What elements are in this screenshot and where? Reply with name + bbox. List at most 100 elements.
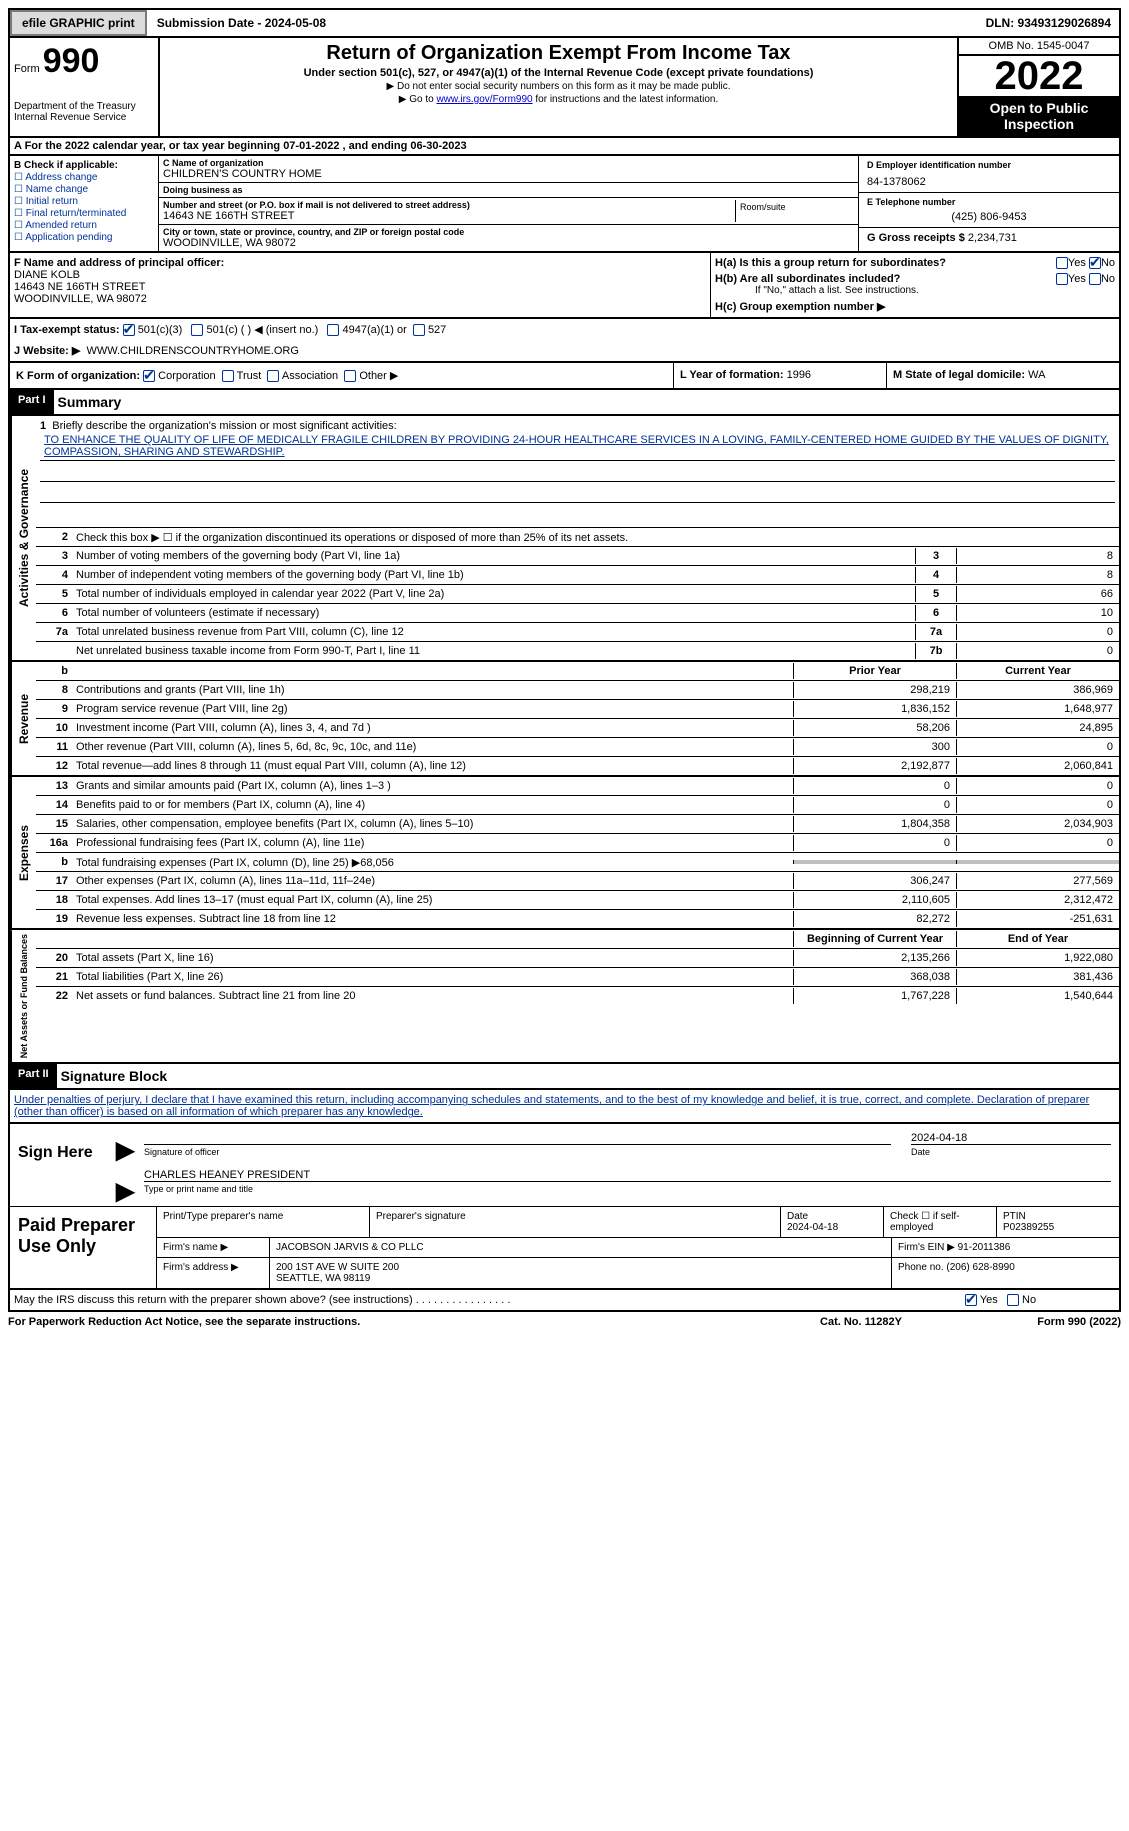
firm-phone: (206) 628-8990 (946, 1262, 1014, 1273)
paperwork-notice: For Paperwork Reduction Act Notice, see … (8, 1316, 761, 1328)
paid-preparer-label: Paid Preparer Use Only (10, 1207, 157, 1288)
ptin: P02389255 (1003, 1222, 1054, 1233)
table-row: 16aProfessional fundraising fees (Part I… (36, 834, 1119, 853)
table-row: bTotal fundraising expenses (Part IX, co… (36, 853, 1119, 872)
k-assoc[interactable] (267, 370, 279, 382)
k-corp[interactable] (143, 370, 155, 382)
discuss-no[interactable] (1007, 1294, 1019, 1306)
q1-label: Briefly describe the organization's miss… (52, 420, 396, 432)
firm-ein: 91-2011386 (958, 1242, 1011, 1253)
expenses-block: Expenses 13Grants and similar amounts pa… (8, 777, 1121, 930)
city-state-zip: WOODINVILLE, WA 98072 (163, 237, 854, 249)
k-other[interactable] (344, 370, 356, 382)
phone-label: E Telephone number (867, 197, 1111, 207)
end-year-header: End of Year (956, 931, 1119, 947)
ha-label: H(a) Is this a group return for subordin… (715, 257, 946, 269)
form-title: Return of Organization Exempt From Incom… (164, 42, 953, 65)
table-row: Net unrelated business taxable income fr… (36, 642, 1119, 660)
year-formation: 1996 (787, 369, 811, 381)
print-name-label: Type or print name and title (144, 1184, 1111, 1194)
firm-name: JACOBSON JARVIS & CO PLLC (270, 1238, 892, 1257)
side-expenses: Expenses (10, 777, 36, 928)
firm-city: SEATTLE, WA 98119 (276, 1273, 370, 1284)
check-amended-return[interactable]: ☐ Amended return (14, 220, 154, 231)
officer-addr1: 14643 NE 166TH STREET (14, 281, 145, 293)
discuss-row: May the IRS discuss this return with the… (8, 1290, 1121, 1312)
501c3-check[interactable] (123, 324, 135, 336)
hb-label: H(b) Are all subordinates included? (715, 273, 900, 285)
hc-label: H(c) Group exemption number ▶ (715, 301, 885, 313)
room-suite-label: Room/suite (736, 200, 854, 222)
check-name-change[interactable]: ☐ Name change (14, 184, 154, 195)
sign-here-block: Sign Here ▶▶ Signature of officer 2024-0… (8, 1124, 1121, 1290)
hb-yes[interactable] (1056, 273, 1068, 285)
table-row: 13Grants and similar amounts paid (Part … (36, 777, 1119, 796)
prior-year-header: Prior Year (793, 663, 956, 679)
table-row: 15Salaries, other compensation, employee… (36, 815, 1119, 834)
check-final-return[interactable]: ☐ Final return/terminated (14, 208, 154, 219)
table-row: 11Other revenue (Part VIII, column (A), … (36, 738, 1119, 757)
firm-addr: 200 1ST AVE W SUITE 200 (276, 1262, 399, 1273)
prep-sig-label: Preparer's signature (370, 1207, 781, 1237)
dba-label: Doing business as (163, 185, 854, 195)
hb-no[interactable] (1089, 273, 1101, 285)
sign-arrow-icon: ▶ (116, 1137, 134, 1164)
part2-header: Part II (10, 1064, 57, 1088)
self-employed-check[interactable]: Check ☐ if self-employed (884, 1207, 997, 1237)
cat-no: Cat. No. 11282Y (761, 1316, 961, 1328)
check-address-change[interactable]: ☐ Address change (14, 172, 154, 183)
j-label: J Website: ▶ (14, 345, 80, 357)
table-row: 6Total number of volunteers (estimate if… (36, 604, 1119, 623)
efile-print-button[interactable]: efile GRAPHIC print (10, 10, 147, 36)
check-app-pending[interactable]: ☐ Application pending (14, 232, 154, 243)
table-row: 14Benefits paid to or for members (Part … (36, 796, 1119, 815)
form-header: Form 990 Department of the Treasury Inte… (8, 38, 1121, 138)
paid-preparer-block: Paid Preparer Use Only Print/Type prepar… (10, 1206, 1119, 1288)
website-value: WWW.CHILDRENSCOUNTRYHOME.ORG (86, 345, 298, 357)
table-row: 19Revenue less expenses. Subtract line 1… (36, 910, 1119, 928)
ha-yes[interactable] (1056, 257, 1068, 269)
form-org-row: K Form of organization: Corporation Trus… (8, 363, 1121, 390)
side-net-assets: Net Assets or Fund Balances (10, 930, 36, 1062)
state-domicile: WA (1028, 369, 1045, 381)
l-label: L Year of formation: (680, 369, 784, 381)
side-revenue: Revenue (10, 662, 36, 775)
table-row: 4Number of independent voting members of… (36, 566, 1119, 585)
check-initial-return[interactable]: ☐ Initial return (14, 196, 154, 207)
table-row: 22Net assets or fund balances. Subtract … (36, 987, 1119, 1005)
part1-title: Summary (54, 390, 126, 414)
part2-title: Signature Block (57, 1064, 172, 1088)
ha-no[interactable] (1089, 257, 1101, 269)
irs-link[interactable]: www.irs.gov/Form990 (436, 94, 532, 105)
street-address: 14643 NE 166TH STREET (163, 210, 735, 222)
website-row: J Website: ▶ WWW.CHILDRENSCOUNTRYHOME.OR… (8, 340, 1121, 363)
gross-receipts-value: 2,234,731 (968, 232, 1017, 244)
sig-date-label: Date (911, 1147, 1111, 1157)
table-row: 7aTotal unrelated business revenue from … (36, 623, 1119, 642)
section-b-block: B Check if applicable: ☐ Address change … (8, 156, 1121, 253)
discuss-text: May the IRS discuss this return with the… (14, 1294, 965, 1306)
table-row: 17Other expenses (Part IX, column (A), l… (36, 872, 1119, 891)
sign-arrow-icon-2: ▶ (116, 1178, 134, 1205)
i-label: I Tax-exempt status: (14, 324, 120, 336)
submission-date: Submission Date - 2024-05-08 (147, 12, 336, 34)
part1-header: Part I (10, 390, 54, 414)
527-check[interactable] (413, 324, 425, 336)
subtitle-1: Under section 501(c), 527, or 4947(a)(1)… (164, 67, 953, 79)
4947-check[interactable] (327, 324, 339, 336)
discuss-yes[interactable] (965, 1294, 977, 1306)
501c-check[interactable] (191, 324, 203, 336)
form-page: Form 990 (2022) (961, 1316, 1121, 1328)
tax-period: A For the 2022 calendar year, or tax yea… (8, 138, 1121, 156)
activities-governance-block: Activities & Governance 1 Briefly descri… (8, 416, 1121, 662)
org-name: CHILDREN'S COUNTRY HOME (163, 168, 854, 180)
form-word: Form (14, 63, 40, 75)
table-row: 12Total revenue—add lines 8 through 11 (… (36, 757, 1119, 775)
firm-name-label: Firm's name ▶ (157, 1238, 270, 1257)
firm-addr-label: Firm's address ▶ (157, 1258, 270, 1288)
k-trust[interactable] (222, 370, 234, 382)
table-row: 9Program service revenue (Part VIII, lin… (36, 700, 1119, 719)
ein-label: D Employer identification number (867, 160, 1111, 170)
k-label: K Form of organization: (16, 370, 140, 382)
officer-addr2: WOODINVILLE, WA 98072 (14, 293, 147, 305)
